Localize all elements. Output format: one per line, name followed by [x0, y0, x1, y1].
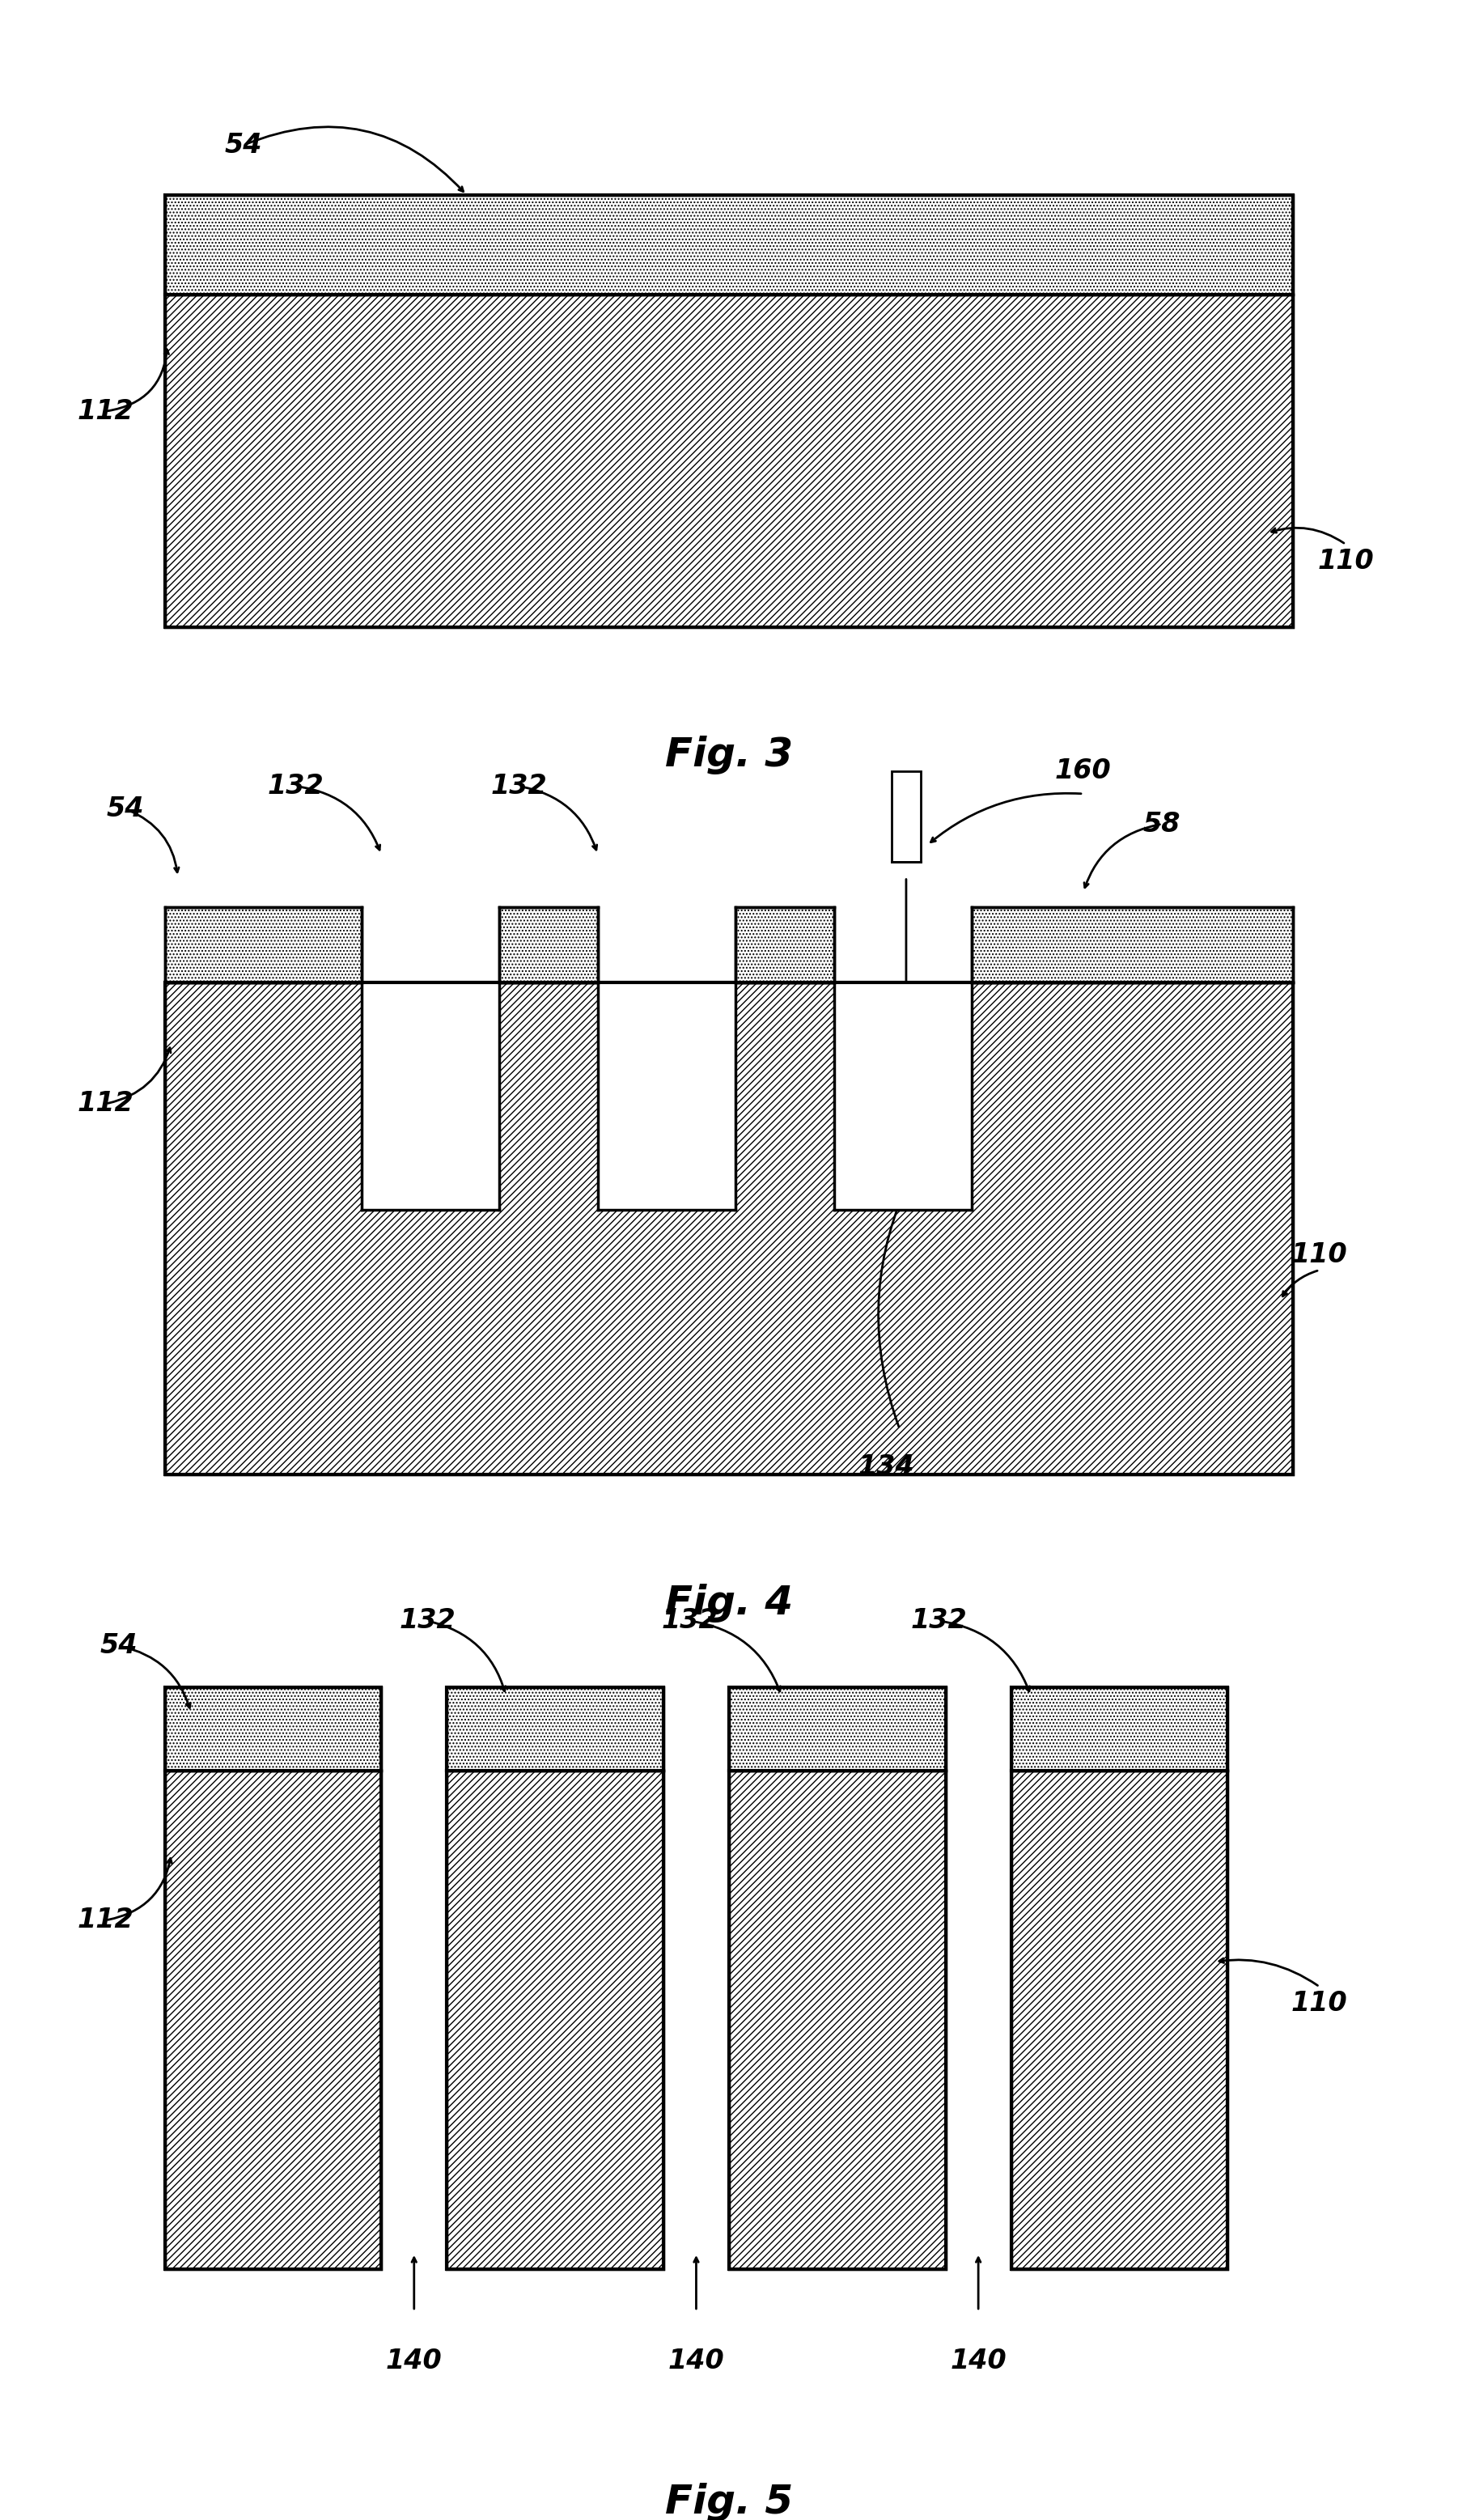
Text: 140: 140	[386, 2349, 442, 2374]
Text: 112: 112	[77, 1091, 134, 1116]
Bar	[165, 1688, 382, 2271]
Text: 54: 54	[101, 1633, 137, 1658]
Text: Fig. 4: Fig. 4	[665, 1583, 793, 1623]
Bar	[1012, 1688, 1228, 2271]
Bar	[165, 295, 1293, 627]
Bar	[834, 983, 971, 1210]
Text: 160: 160	[1056, 759, 1111, 784]
Text: 140: 140	[668, 2349, 725, 2374]
Text: 134: 134	[859, 1454, 914, 1479]
Text: 132: 132	[491, 774, 547, 799]
Bar	[729, 1772, 946, 2271]
Bar	[165, 1772, 382, 2271]
Text: 132: 132	[399, 1608, 455, 1633]
Text: 132: 132	[911, 1608, 967, 1633]
Text: 110: 110	[1318, 547, 1373, 575]
Bar	[729, 1688, 946, 2271]
Bar	[165, 983, 1293, 1474]
Bar	[362, 983, 500, 1210]
Bar	[165, 1688, 382, 1772]
Bar	[446, 1688, 663, 1772]
Bar	[598, 983, 736, 1210]
Text: 110: 110	[1292, 1991, 1347, 2016]
Bar	[499, 907, 598, 983]
Text: Fig. 3: Fig. 3	[665, 736, 793, 774]
Bar	[1012, 1772, 1228, 2271]
Text: 110: 110	[1292, 1242, 1347, 1268]
Bar	[446, 1772, 663, 2271]
Bar	[736, 907, 834, 983]
Bar	[892, 771, 920, 862]
Text: 132: 132	[662, 1608, 717, 1633]
Bar	[729, 1688, 946, 1772]
Text: 112: 112	[77, 398, 134, 423]
Bar	[1012, 1688, 1228, 1772]
Text: 140: 140	[951, 2349, 1006, 2374]
Text: 54: 54	[106, 796, 144, 822]
Text: 58: 58	[1143, 811, 1181, 837]
Bar	[972, 907, 1293, 983]
Bar	[165, 907, 362, 983]
Bar	[446, 1688, 663, 2271]
Bar	[165, 983, 1293, 1474]
Text: 132: 132	[268, 774, 324, 799]
Bar	[165, 194, 1293, 295]
Text: 54: 54	[225, 131, 262, 159]
Bar	[165, 194, 1293, 627]
Text: Fig. 5: Fig. 5	[665, 2482, 793, 2520]
Text: 112: 112	[77, 1908, 134, 1933]
